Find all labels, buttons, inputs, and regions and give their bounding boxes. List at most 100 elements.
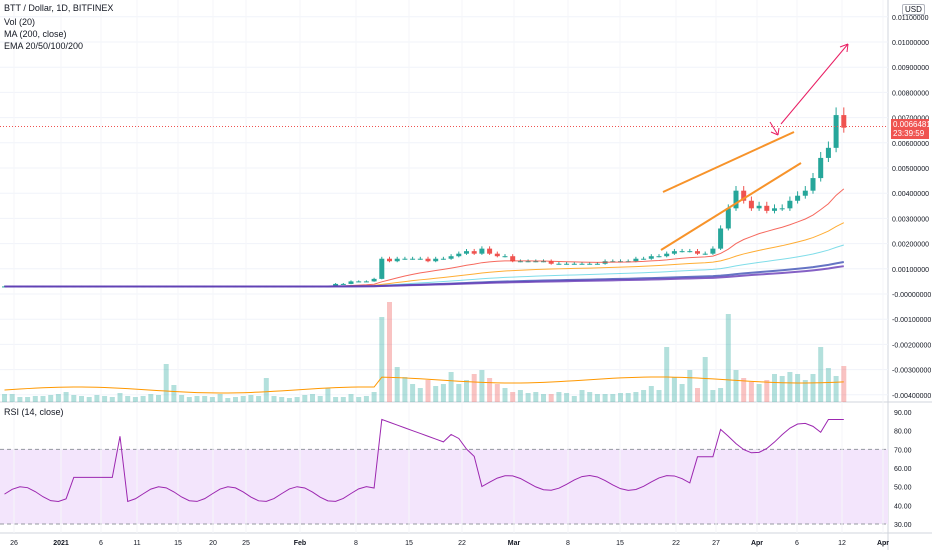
price-tick-label: -0.00400000 <box>892 393 931 400</box>
candle-body <box>556 263 562 265</box>
candle-body <box>725 208 731 229</box>
rsi-tick-label: 70.00 <box>894 447 912 454</box>
time-tick-label: 8 <box>354 540 358 547</box>
volume-bar <box>179 395 185 402</box>
candle-body <box>448 256 454 259</box>
volume-bar <box>71 395 77 402</box>
volume-bar <box>502 388 508 402</box>
volume-bar <box>263 378 269 402</box>
volume-bar <box>186 397 192 402</box>
bar-countdown: 23:39:59 <box>893 129 925 138</box>
time-tick-label: 26 <box>10 540 18 547</box>
volume-bar <box>194 396 200 402</box>
currency-label[interactable]: USD <box>902 4 925 15</box>
volume-bar <box>602 394 608 402</box>
candle-body <box>587 263 593 265</box>
price-tick-label: 0.00800000 <box>892 90 929 97</box>
time-tick-label: Apr <box>751 540 763 547</box>
projection-arrowhead-down <box>770 127 780 136</box>
price-tick-label: 0.00400000 <box>892 191 929 198</box>
rsi-line <box>4 418 844 503</box>
volume-bar <box>17 397 23 402</box>
time-tick-label: 20 <box>209 540 217 547</box>
volume-bar <box>387 302 392 402</box>
price-tick-label: 0.01100000 <box>892 15 929 22</box>
volume-bar <box>594 394 600 402</box>
price-tick-label: -0.00100000 <box>892 317 931 324</box>
candles <box>2 107 847 288</box>
volume-bar <box>510 392 516 402</box>
volume-bar <box>117 393 123 402</box>
volume-bar <box>487 378 493 402</box>
volume-bar <box>48 395 54 402</box>
candle-body <box>348 281 354 284</box>
rsi-tick-label: 30.00 <box>894 522 912 529</box>
volume-bar <box>456 384 462 402</box>
candle-body <box>748 200 754 209</box>
candle-body <box>340 283 346 285</box>
volume-bar <box>79 396 84 402</box>
rsi-tick-label: 90.00 <box>894 410 912 417</box>
volume-bar <box>125 396 131 402</box>
volume-bar <box>248 395 254 402</box>
rsi-tick-label: 40.00 <box>894 503 912 510</box>
time-tick-label: Apr <box>877 540 889 547</box>
candle-body <box>487 248 493 254</box>
volume-bar <box>494 384 500 402</box>
volume-bar <box>564 393 570 402</box>
volume-bar <box>40 396 46 402</box>
candle-body <box>741 190 747 201</box>
volume-bar <box>548 394 554 402</box>
ema-legend: EMA 20/50/100/200 <box>4 41 84 51</box>
candle-body <box>571 263 577 265</box>
candle-body <box>841 115 847 128</box>
volume-bar <box>756 384 762 402</box>
volume-bar <box>664 347 670 402</box>
candle-body <box>695 251 700 254</box>
candle-body <box>825 147 831 158</box>
volume-bar <box>440 384 446 402</box>
candle-body <box>456 253 462 257</box>
volume-bar <box>718 388 724 402</box>
volume-bar <box>348 394 354 402</box>
candle-body <box>779 208 785 210</box>
price-tick-label: -0.00200000 <box>892 342 931 349</box>
volume-bar <box>202 396 208 402</box>
candle-body <box>664 253 670 257</box>
volume-bar <box>641 390 647 402</box>
rsi-tick-label: 60.00 <box>894 466 912 473</box>
time-tick-label: 12 <box>838 540 846 547</box>
volume-bar <box>571 396 577 402</box>
volume-bar <box>448 372 454 402</box>
candle-body <box>756 205 762 209</box>
volume-bar <box>579 390 585 402</box>
volume-bar <box>363 396 369 402</box>
volume-bar <box>833 376 839 402</box>
price-tick-label: -0.00000000 <box>892 292 931 299</box>
volume-bar <box>163 364 169 402</box>
candle-body <box>795 195 801 201</box>
time-tick-label: Feb <box>294 540 306 547</box>
projection-arrowhead-up <box>839 43 849 53</box>
symbol-title: BTT / Dollar, 1D, BITFINEX <box>4 3 114 13</box>
time-tick-label: Mar <box>508 540 521 547</box>
time-tick-label: 6 <box>795 540 799 547</box>
wedge-lower-trendline <box>660 162 802 251</box>
candle-body <box>379 258 385 279</box>
candle-body <box>718 228 724 249</box>
volume-bar <box>587 392 593 402</box>
candle-body <box>787 200 793 209</box>
volume-bar <box>618 393 623 402</box>
price-tick-label: -0.00300000 <box>892 368 931 375</box>
candle-body <box>333 283 339 287</box>
candle-body <box>510 256 516 262</box>
candle-body <box>494 253 500 257</box>
candle-body <box>410 258 416 260</box>
candle-body <box>833 115 839 148</box>
rsi-tick-label: 50.00 <box>894 485 912 492</box>
volume-bar <box>156 395 161 402</box>
candle-body <box>772 208 777 211</box>
volume-bar <box>109 397 115 402</box>
candle-body <box>679 251 685 253</box>
